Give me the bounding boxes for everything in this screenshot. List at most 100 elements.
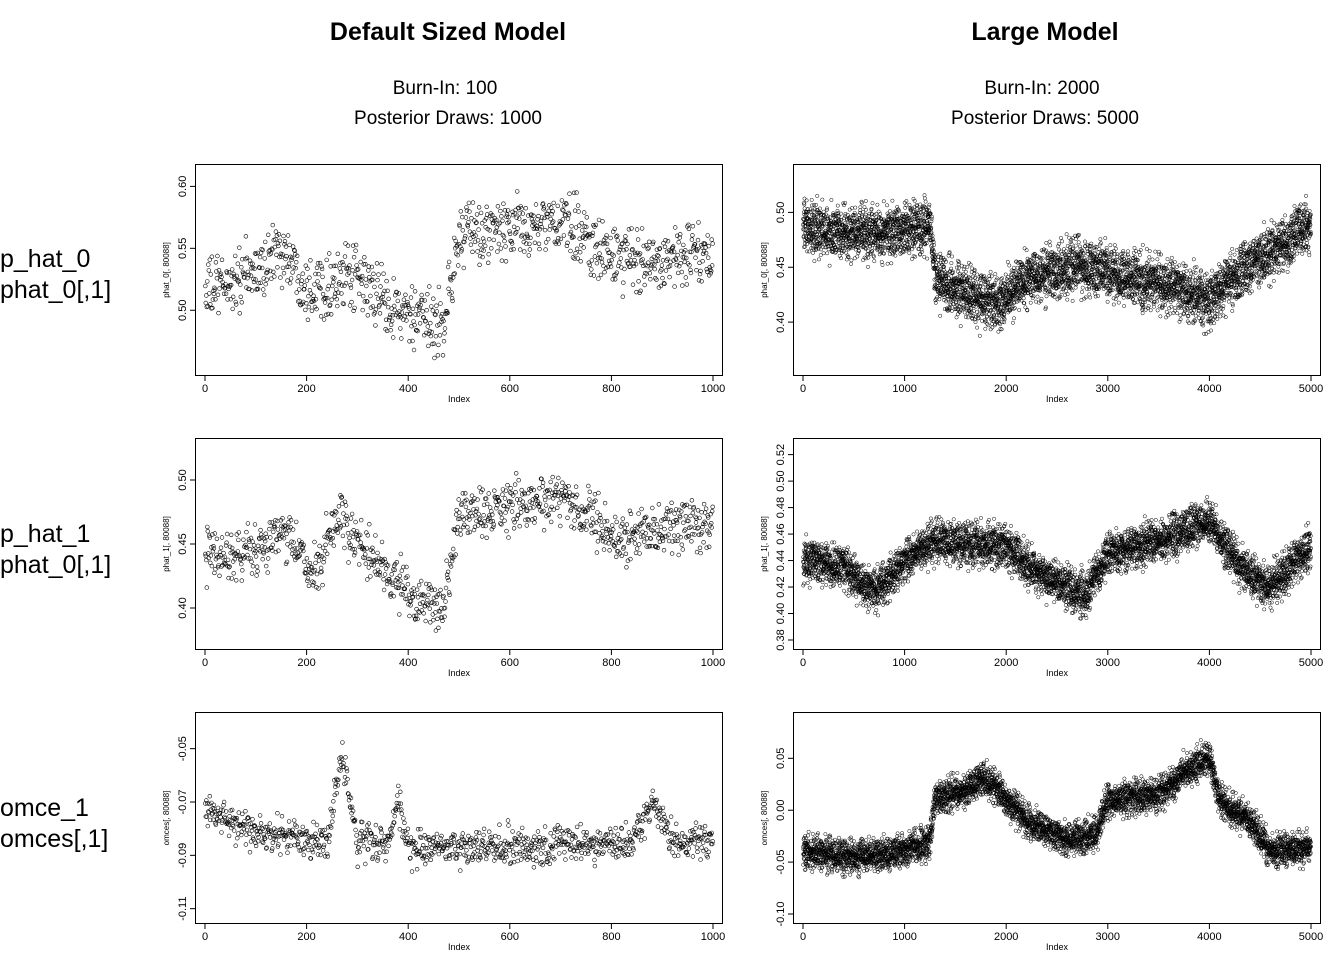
- data-point: [955, 287, 960, 292]
- data-point: [259, 265, 265, 271]
- data-points: [801, 193, 1313, 338]
- data-point: [450, 298, 455, 304]
- data-point: [205, 279, 210, 284]
- data-point: [971, 313, 976, 318]
- column-draws-large: Posterior Draws: 5000: [951, 108, 1139, 129]
- data-point: [693, 255, 698, 260]
- data-point: [1165, 257, 1170, 262]
- data-point: [221, 291, 227, 297]
- data-point: [869, 250, 873, 255]
- data-point: [1110, 282, 1115, 287]
- data-point: [324, 257, 329, 263]
- data-point: [602, 269, 607, 275]
- data-point: [307, 275, 312, 280]
- data-point: [1058, 294, 1063, 299]
- data-point: [331, 263, 337, 269]
- data-point: [1010, 298, 1015, 302]
- data-point: [279, 285, 285, 291]
- data-point: [1052, 256, 1057, 261]
- data-point: [1094, 257, 1099, 262]
- data-point: [1121, 249, 1126, 253]
- data-point: [1083, 239, 1087, 244]
- data-point: [1077, 244, 1082, 249]
- data-point: [819, 212, 824, 217]
- data-point: [1157, 265, 1162, 270]
- data-point: [842, 203, 846, 208]
- data-point: [860, 215, 865, 220]
- data-point: [511, 246, 516, 252]
- data-point: [1138, 252, 1142, 257]
- data-point: [926, 204, 931, 209]
- data-point: [421, 315, 426, 320]
- data-point: [1131, 250, 1136, 255]
- data-point: [985, 314, 989, 319]
- data-point: [844, 224, 848, 229]
- data-point: [689, 237, 695, 242]
- data-point: [437, 322, 442, 327]
- data-point: [913, 240, 918, 245]
- data-point: [836, 213, 841, 218]
- data-point: [1194, 265, 1199, 270]
- row-label-2-name: p_hat_1: [0, 520, 91, 548]
- data-point: [488, 213, 493, 219]
- data-point: [539, 215, 545, 220]
- data-point: [922, 196, 927, 201]
- data-point: [231, 274, 237, 279]
- data-point: [878, 211, 883, 216]
- data-point: [941, 289, 946, 294]
- data-point: [1093, 294, 1098, 299]
- data-point: [365, 313, 371, 318]
- data-point: [229, 267, 235, 272]
- data-point: [1026, 264, 1030, 269]
- data-point: [412, 322, 417, 328]
- data-point: [377, 311, 383, 316]
- data-point: [1048, 292, 1053, 297]
- data-point: [1016, 298, 1021, 303]
- data-point: [1002, 282, 1007, 287]
- data-point: [650, 241, 655, 247]
- data-point: [696, 220, 701, 225]
- data-point: [1144, 274, 1149, 279]
- data-point: [352, 305, 357, 311]
- data-point: [1103, 283, 1108, 288]
- data-point: [1065, 292, 1070, 297]
- data-point: [931, 253, 936, 257]
- data-point: [867, 211, 872, 216]
- data-point: [968, 262, 973, 267]
- data-point: [686, 222, 691, 227]
- data-point: [536, 241, 542, 247]
- data-point: [349, 277, 355, 283]
- data-point: [1093, 271, 1098, 276]
- data-point: [230, 294, 236, 300]
- data-point: [1186, 314, 1190, 319]
- data-point: [1135, 274, 1140, 279]
- data-point: [1120, 268, 1125, 273]
- data-point: [698, 268, 703, 274]
- data-point: [980, 274, 985, 279]
- data-point: [665, 238, 671, 244]
- data-point: [531, 213, 536, 218]
- data-point: [1043, 285, 1048, 290]
- data-point: [629, 247, 635, 253]
- data-point: [1020, 262, 1025, 267]
- data-point: [387, 317, 392, 323]
- data-point: [591, 273, 597, 278]
- data-point: [500, 232, 506, 238]
- data-point: [814, 214, 819, 219]
- data-point: [882, 242, 887, 247]
- data-point: [386, 296, 391, 302]
- data-point: [431, 341, 437, 346]
- data-point: [990, 325, 995, 330]
- data-point: [574, 246, 580, 252]
- data-point: [514, 215, 519, 220]
- data-point: [893, 247, 898, 252]
- data-point: [966, 315, 970, 320]
- data-point: [358, 259, 363, 265]
- data-point: [420, 309, 425, 314]
- data-point: [968, 310, 972, 315]
- data-point: [989, 274, 994, 279]
- data-point: [1181, 312, 1186, 317]
- data-point: [690, 233, 695, 238]
- data-point: [1122, 304, 1127, 308]
- data-point: [839, 249, 844, 253]
